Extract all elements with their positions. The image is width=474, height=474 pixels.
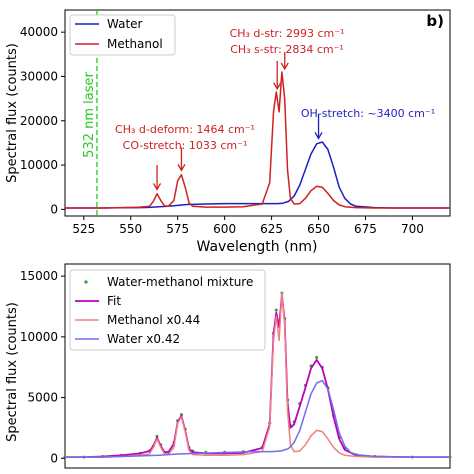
top-y-axis-ticks: 0 10000 20000 30000 40000	[20, 25, 65, 216]
laser-line-label: 532 nm laser	[82, 72, 97, 158]
x-tick-label: 525	[72, 222, 95, 236]
peak-annotation: CH₃ s-str: 2834 cm⁻¹	[230, 43, 344, 56]
legend-label-methanol: Methanol	[107, 37, 163, 51]
legend-swatch-mixture	[84, 280, 88, 284]
peak-annotation: CO-stretch: 1033 cm⁻¹	[123, 139, 248, 152]
legend-label-water: Water	[107, 17, 143, 31]
annotation-arrowhead	[314, 132, 323, 140]
top-x-axis-ticks: 525 550 575 600 625 650 675 700	[72, 216, 424, 236]
top-plot-frame	[64, 9, 451, 217]
annotation-arrowhead	[177, 164, 186, 172]
y-tick-label: 10000	[20, 158, 58, 172]
legend-label-fit: Fit	[107, 294, 121, 308]
peak-annotation: CH₃ d-deform: 1464 cm⁻¹	[115, 123, 255, 136]
panel-label: b)	[426, 12, 444, 30]
bottom-series-lines	[63, 291, 452, 459]
data-point-water-methanol-mixture	[315, 356, 319, 359]
y-tick-label: 10000	[20, 330, 58, 344]
series-line-methanol	[65, 71, 450, 209]
top-legend: Water Methanol	[69, 14, 176, 56]
top-series-lines	[65, 71, 450, 209]
x-tick-label: 675	[354, 222, 377, 236]
data-point-water-methanol-mixture	[274, 308, 278, 312]
x-tick-label: 575	[166, 222, 189, 236]
top-chart: 532 nm laser 525 550 575 600 625 650 675 700 0 1…	[5, 9, 451, 255]
peak-annotation: CH₃ d-str: 2993 cm⁻¹	[230, 27, 345, 40]
bottom-legend-box	[69, 269, 266, 351]
y-tick-label: 0	[50, 202, 58, 216]
legend-label-water-scaled: Water x0.42	[107, 332, 180, 346]
peak-annotation: OH-stretch: ~3400 cm⁻¹	[301, 107, 435, 120]
x-tick-label: 650	[307, 222, 330, 236]
y-tick-label: 5000	[27, 391, 58, 405]
top-legend-box	[69, 14, 176, 56]
top-annotations: CH₃ d-str: 2993 cm⁻¹ CH₃ s-str: 2834 cm⁻¹…	[115, 27, 435, 191]
legend-label-methanol-scaled: Methanol x0.44	[107, 313, 200, 327]
legend-label-mixture: Water-methanol mixture	[107, 275, 253, 289]
bottom-plot-frame	[64, 263, 451, 469]
top-y-axis-label: Spectral flux (counts)	[5, 43, 20, 183]
x-tick-label: 550	[119, 222, 142, 236]
x-tick-label: 700	[401, 222, 424, 236]
y-tick-label: 40000	[20, 25, 58, 39]
series-line-water-x0-42	[65, 379, 450, 458]
x-tick-label: 625	[260, 222, 283, 236]
bottom-chart: 0 5000 10000 15000 Spectral flux (counts) W…	[5, 263, 452, 469]
y-tick-label: 20000	[20, 114, 58, 128]
bottom-legend: Water-methanol mixture Fit Methanol x0.4…	[69, 269, 266, 351]
y-tick-label: 0	[50, 451, 58, 465]
series-line-water	[65, 141, 450, 209]
series-line-methanol-x0-44	[65, 292, 450, 458]
annotation-arrowhead	[273, 82, 282, 91]
top-x-axis-label: Wavelength (nm)	[197, 239, 318, 255]
annotation-arrowhead	[280, 62, 289, 71]
bottom-y-axis-ticks: 0 5000 10000 15000	[20, 269, 65, 465]
annotation-arrowhead	[152, 183, 162, 191]
y-tick-label: 30000	[20, 69, 58, 83]
x-tick-label: 600	[213, 222, 236, 236]
bottom-y-axis-label: Spectral flux (counts)	[5, 302, 20, 442]
y-tick-label: 15000	[20, 269, 58, 283]
